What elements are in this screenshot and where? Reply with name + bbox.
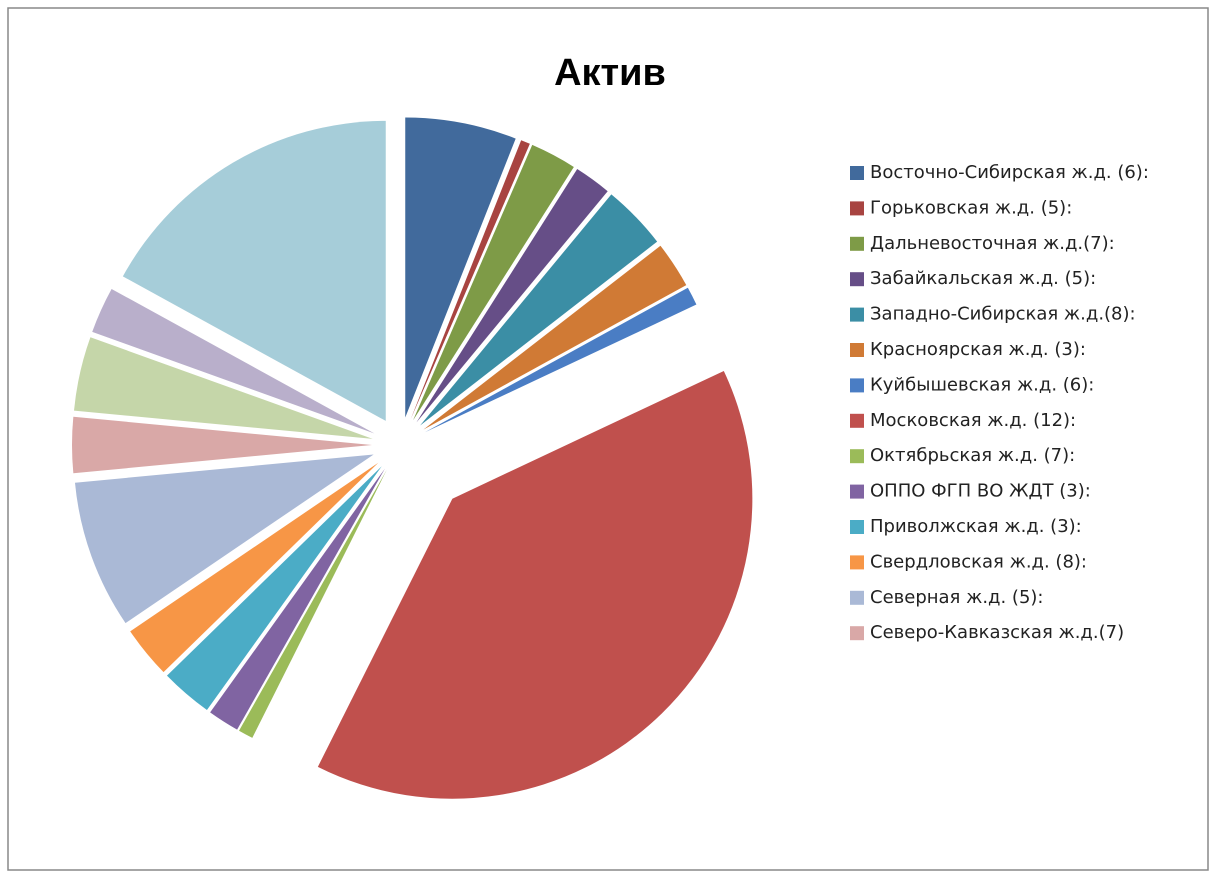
- legend-swatch: [850, 555, 864, 570]
- legend-swatch: [850, 166, 864, 180]
- legend-swatch: [850, 343, 864, 357]
- pie-slice: [423, 245, 687, 430]
- pie-slice: [413, 144, 574, 421]
- legend-label: Октябрьская ж.д. (7):: [870, 445, 1075, 466]
- legend-swatch: [850, 236, 864, 251]
- pie-slice: [122, 120, 386, 421]
- legend-swatch: [850, 272, 864, 287]
- legend-label: Горьковская ж.д. (5):: [870, 197, 1072, 218]
- legend-swatch: [850, 484, 864, 499]
- pie-slice: [130, 462, 379, 673]
- pie-slice: [74, 337, 373, 439]
- legend-swatch: [850, 201, 864, 216]
- pie-slice: [210, 468, 385, 730]
- legend-label: Приволжская ж.д. (3):: [870, 516, 1082, 537]
- legend-swatch: [850, 413, 864, 428]
- legend-label: Восточно-Сибирская ж.д. (6):: [870, 162, 1149, 183]
- legend-label: Западно-Сибирская ж.д.(8):: [870, 304, 1136, 325]
- legend-swatch: [850, 626, 864, 641]
- pie-slice: [239, 469, 387, 738]
- pie-slice: [420, 194, 658, 426]
- pie-slice: [71, 416, 372, 474]
- pie-slice: [416, 169, 608, 423]
- pie-slice: [317, 370, 753, 799]
- legend-label: Свердловская ж.д. (8):: [870, 551, 1087, 572]
- legend-swatch: [850, 449, 864, 464]
- legend-swatch: [850, 520, 864, 534]
- legend-label: Красноярская ж.д. (3):: [870, 339, 1086, 360]
- legend-label: Забайкальская ж.д. (5):: [870, 268, 1096, 289]
- pie-slice: [405, 117, 516, 418]
- legend-swatch: [850, 590, 864, 605]
- legend-label: ОППО ФГП ВО ЖДТ (3):: [870, 481, 1091, 502]
- pie-slice: [92, 288, 375, 434]
- legend-label: Северо-Кавказская ж.д.(7): [870, 622, 1124, 643]
- legend-label: Куйбышевская ж.д. (6):: [870, 374, 1094, 395]
- chart-title: Актив: [554, 52, 666, 94]
- pie-slice: [166, 466, 382, 711]
- legend-label: Дальневосточная ж.д.(7):: [870, 233, 1115, 254]
- legend-label: Московская ж.д. (12):: [870, 410, 1076, 431]
- pie-slice: [410, 140, 530, 420]
- legend-swatch: [850, 378, 864, 393]
- legend-label: Северная ж.д. (5):: [870, 587, 1044, 608]
- legend-swatch: [850, 307, 864, 322]
- pie-slice: [74, 454, 374, 624]
- pie-slice: [424, 287, 697, 433]
